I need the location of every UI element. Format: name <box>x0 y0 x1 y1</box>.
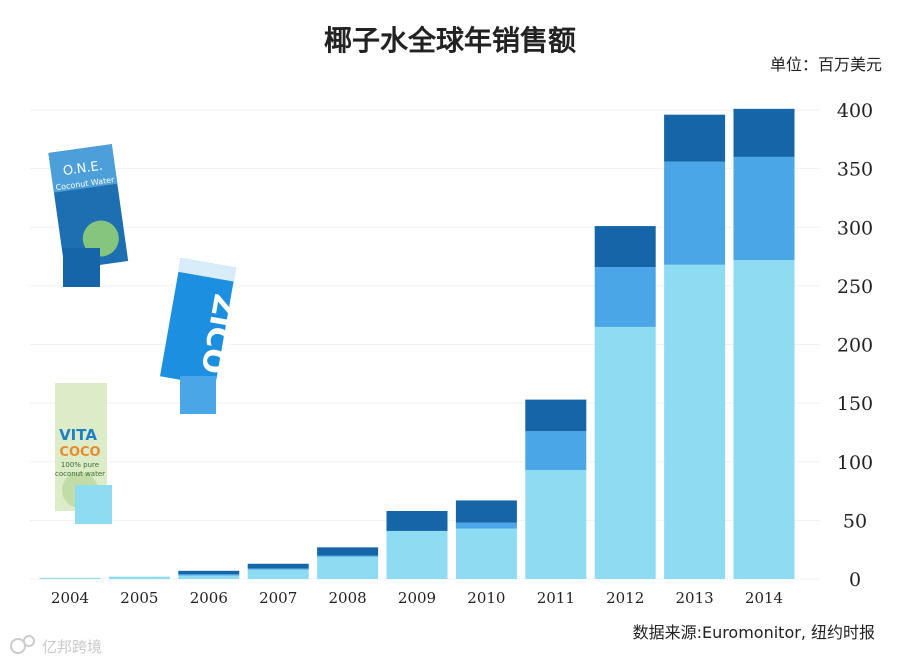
bar-zico-2014 <box>733 156 795 261</box>
y-tick-label: 200 <box>837 335 873 357</box>
source-note: 数据来源:Euromonitor, 纽约时报 <box>633 623 875 642</box>
vitacoco-brand-text-2: COCO <box>59 445 100 460</box>
chart-title: 椰子水全球年销售额 <box>324 24 576 57</box>
bar-vita-coco-2009 <box>386 530 448 579</box>
y-tick-label: 100 <box>837 452 873 474</box>
x-tick-label: 2009 <box>398 589 436 607</box>
watermark-logo-icon <box>10 635 35 654</box>
bar-vita-coco-2012 <box>594 326 656 579</box>
y-tick-label: 350 <box>837 159 873 181</box>
x-tick-label: 2007 <box>259 589 297 607</box>
bar-o-n-e--2012 <box>594 226 656 268</box>
zico-carton-image: ZICO <box>160 258 242 386</box>
bar-zico-2012 <box>594 267 656 327</box>
bar-vita-coco-2010 <box>455 528 517 579</box>
bar-zico-2013 <box>664 161 726 265</box>
x-tick-label: 2014 <box>745 589 783 607</box>
y-tick-label: 150 <box>837 393 873 415</box>
legend: O.N.E. Coconut Water ZICO VITA COCO 100%… <box>48 144 242 524</box>
watermark: 亿邦跨境 <box>10 635 102 656</box>
y-tick-label: 250 <box>837 276 873 298</box>
vitacoco-product-text-1: 100% pure <box>61 461 99 469</box>
x-tick-label: 2006 <box>190 589 228 607</box>
bar-o-n-e--2010 <box>455 500 517 523</box>
y-tick-label: 400 <box>837 100 873 122</box>
bar-vita-coco-2004 <box>39 577 101 579</box>
watermark-text: 亿邦跨境 <box>42 638 102 656</box>
x-axis: 2004 2005 2006 2007 2008 2009 2010 2011 2012 2013… <box>51 589 783 607</box>
x-tick-label: 2013 <box>676 589 714 607</box>
x-tick-label: 2010 <box>467 589 505 607</box>
vitacoco-product-text-2: coconut water <box>55 470 105 478</box>
bars <box>39 108 795 579</box>
bar-vita-coco-2008 <box>317 556 379 579</box>
legend-swatch-one <box>63 248 100 287</box>
legend-item-zico: ZICO <box>160 258 242 414</box>
bar-o-n-e--2014 <box>733 108 795 157</box>
bar-o-n-e--2007 <box>247 563 309 569</box>
bar-o-n-e--2011 <box>525 399 587 432</box>
bar-o-n-e--2008 <box>317 547 379 556</box>
one-brand-text: O.N.E. <box>62 159 104 179</box>
x-tick-label: 2005 <box>120 589 158 607</box>
legend-swatch-zico <box>180 376 216 414</box>
vitacoco-brand-text-1: VITA <box>59 426 97 444</box>
y-axis: 0 50 100 150 200 250 300 350 400 <box>837 100 873 591</box>
bar-vita-coco-2014 <box>733 260 795 579</box>
bar-zico-2008 <box>317 555 379 557</box>
x-tick-label: 2012 <box>606 589 644 607</box>
legend-swatch-vitacoco <box>75 485 112 524</box>
unit-label: 单位：百万美元 <box>770 55 882 74</box>
y-tick-label: 300 <box>837 217 873 239</box>
bar-vita-coco-2011 <box>525 469 587 579</box>
bar-vita-coco-2007 <box>247 569 309 579</box>
bar-vita-coco-2006 <box>178 575 240 579</box>
x-tick-label: 2011 <box>537 589 575 607</box>
bar-o-n-e--2013 <box>664 114 726 162</box>
bar-vita-coco-2013 <box>664 264 726 579</box>
bar-zico-2007 <box>247 568 309 570</box>
bar-o-n-e--2009 <box>386 510 448 531</box>
bar-zico-2006 <box>178 574 240 576</box>
bar-vita-coco-2005 <box>108 576 170 579</box>
one-carton-image: O.N.E. Coconut Water <box>48 144 129 270</box>
x-tick-label: 2004 <box>51 589 89 607</box>
y-tick-label: 50 <box>843 510 867 532</box>
legend-item-one: O.N.E. Coconut Water <box>48 144 129 287</box>
y-tick-label: 0 <box>849 569 861 591</box>
bar-zico-2011 <box>525 431 587 470</box>
bar-zico-2010 <box>455 522 517 529</box>
gridlines <box>30 109 820 580</box>
legend-item-vitacoco: VITA COCO 100% pure coconut water <box>55 383 112 524</box>
bar-o-n-e--2006 <box>178 570 240 575</box>
x-tick-label: 2008 <box>329 589 367 607</box>
